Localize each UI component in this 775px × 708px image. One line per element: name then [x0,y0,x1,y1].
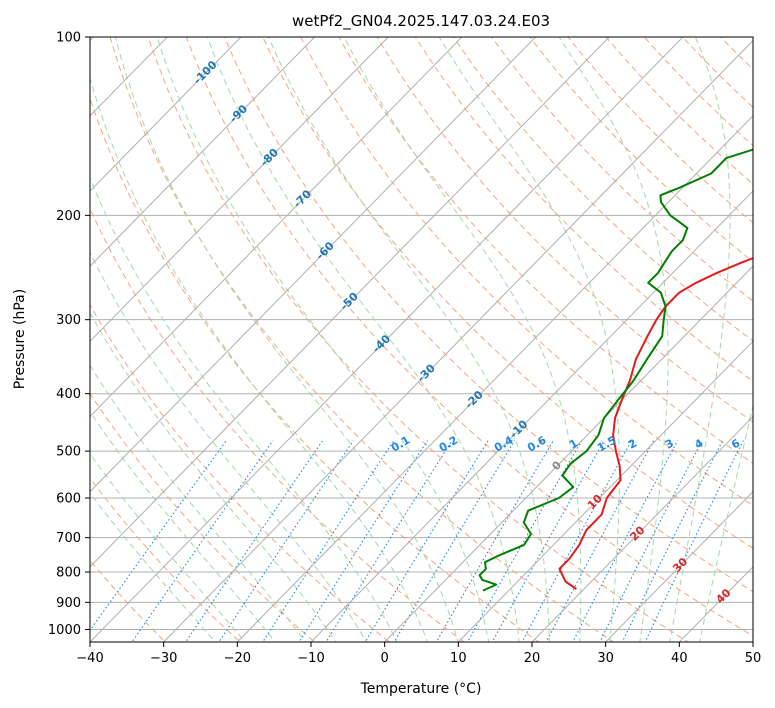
x-axis-label: Temperature (°C) [360,681,482,697]
mixing-ratio-line [435,440,554,642]
dry-adiabat-line [109,37,615,642]
x-tick-label: −20 [224,651,251,666]
dry-adiabat-line [605,37,753,185]
x-axis-ticks: −40 −30 −20 −10 0 10 20 30 40 50 [76,642,761,666]
isotherm-line [90,37,463,418]
x-tick-label: −30 [150,651,177,666]
moist-adiabat-line [558,37,669,642]
moist-adiabats [90,37,753,642]
x-tick-label: 50 [745,651,762,666]
x-tick-label: 30 [597,651,614,666]
moist-adiabat-line [90,364,307,642]
isotherm-line [310,190,753,642]
isotherm-line [90,37,389,343]
mixing-ratio-line [364,440,489,642]
mixing-ratio-line [521,440,633,642]
y-tick-label: 400 [56,387,81,402]
moist-adiabat-line [90,410,276,642]
dry-adiabat-line [300,37,753,507]
moist-adiabat-line [90,492,216,642]
isotherm-line [531,415,753,642]
dry-adiabat-line [185,37,753,637]
x-tick-label: 10 [450,651,467,666]
x-tick-label: −10 [297,651,324,666]
y-tick-label: 800 [56,566,81,581]
isotherm-line [236,115,753,642]
moist-adiabat-line [156,37,490,642]
dry-adiabat-line [90,97,540,642]
dewpoint-line [478,148,753,592]
dry-adiabat-line [224,37,753,593]
dry-adiabat-line [90,477,241,642]
dry-adiabat-line [90,303,391,642]
dry-adiabat-line [90,207,465,642]
moist-adiabat-line [206,37,520,642]
mixing-ratio-line [644,440,744,642]
y-tick-label: 200 [56,209,81,224]
y-axis-label: Pressure (hPa) [12,289,28,389]
isotherm-line [90,37,242,192]
y-tick-label: 500 [56,445,81,460]
dry-adiabat-line [414,37,753,382]
plot-area: 0.10.20.40.611.52346810131620253036-100-… [90,37,753,642]
mixing-ratio-line [545,440,655,642]
y-tick-label: 1000 [48,623,81,638]
x-tick-label: −40 [76,651,103,666]
mixing-ratio-line [572,440,679,642]
y-tick-label: 900 [56,596,81,611]
moist-adiabat-line [90,452,246,642]
moist-adiabat-line [669,37,731,642]
chart-title: wetPf2_GN04.2025.147.03.24.E03 [292,12,550,31]
isotherm-line [90,37,684,642]
mixing-ratio-line [185,440,324,642]
dry-adiabat-line [452,37,753,342]
x-tick-label: 0 [381,651,389,666]
moist-adiabat-line [343,37,582,642]
y-tick-label: 300 [56,313,81,328]
mixing-ratio-line [131,440,274,642]
dry-adiabat-line [262,37,753,549]
y-axis-ticks: 100 200 300 400 500 600 700 800 900 1000 [48,31,90,638]
isotherm-line [457,340,753,642]
isotherms [90,37,753,642]
pressure-gridlines [90,37,753,630]
isotherm-line [162,39,753,642]
moist-adiabat-line [438,37,620,642]
moist-adiabat-line [90,312,337,642]
isotherm-line [383,265,753,642]
y-tick-label: 100 [56,31,81,46]
sounding-series [478,148,753,592]
x-tick-label: 20 [524,651,541,666]
dry-adiabat-line [147,37,690,642]
mixing-ratio-line [491,440,605,642]
moist-adiabat-line [90,251,367,642]
moist-adiabat-line [699,403,753,642]
mixing-ratio-line [466,440,583,642]
y-tick-label: 600 [56,492,81,507]
mixing-ratio-line [325,440,453,642]
dry-adiabat-line [643,37,753,147]
y-tick-label: 700 [56,531,81,546]
x-tick-label: 40 [671,651,688,666]
isotherm-line [90,37,610,568]
isotherm-line [90,37,316,267]
isotherm-line [90,37,537,493]
dry-adiabats [90,37,753,642]
moist-adiabat-line [268,37,550,642]
isotherm-line [604,490,753,642]
plot-frame [89,36,754,643]
